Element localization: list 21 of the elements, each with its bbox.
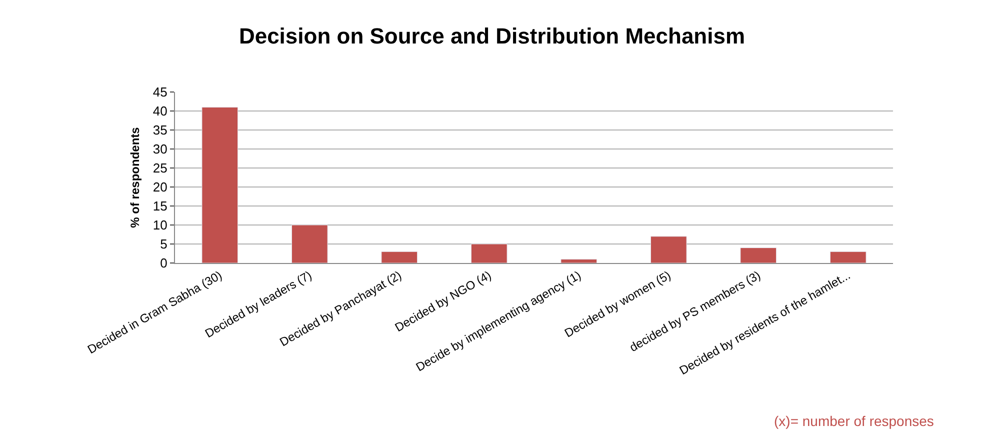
y-tick-label: 10 xyxy=(152,218,168,233)
bar xyxy=(560,258,598,263)
y-tick-label: 25 xyxy=(152,160,168,176)
y-tick-label: 40 xyxy=(152,104,168,119)
y-tick-label: 35 xyxy=(152,122,168,138)
bar xyxy=(830,251,866,263)
y-axis-title: % of respondents xyxy=(128,126,142,228)
bar xyxy=(381,251,418,263)
bar xyxy=(740,248,777,263)
y-tick-label: 5 xyxy=(160,236,168,252)
y-tick-label: 15 xyxy=(152,198,168,214)
y-tick-label: 0 xyxy=(160,256,168,271)
chart-title: Decision on Source and Distribution Mechanism xyxy=(238,24,746,49)
y-tick-label: 45 xyxy=(152,84,168,100)
text: (x)= number of responses xyxy=(774,413,934,429)
bar xyxy=(202,106,238,263)
y-tick-label: 30 xyxy=(152,142,168,157)
bar xyxy=(470,244,508,263)
bar xyxy=(650,236,687,263)
y-tick-label: 20 xyxy=(152,180,168,195)
bar xyxy=(291,224,328,263)
